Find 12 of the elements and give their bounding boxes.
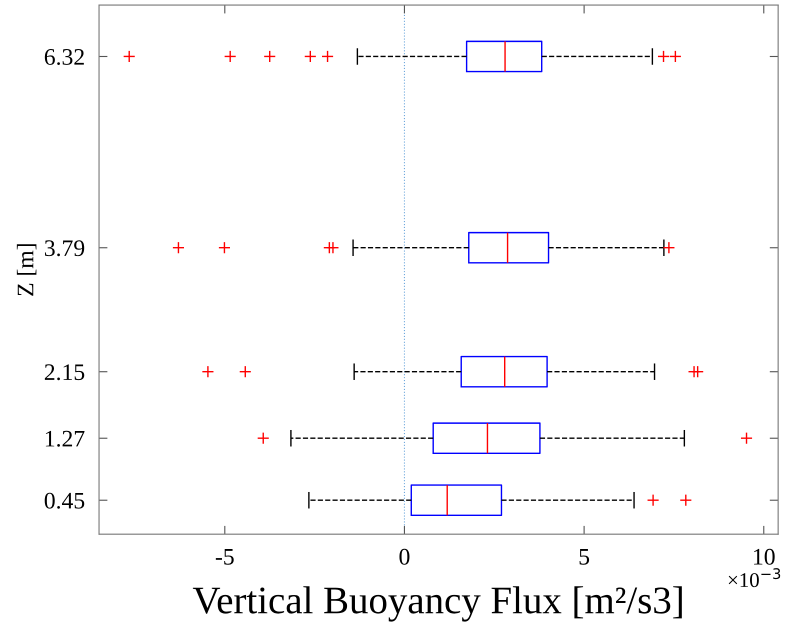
y-tick-label: 6.32 xyxy=(44,49,84,66)
y-tick-label: 3.79 xyxy=(44,240,84,256)
x-tick-label: 0 xyxy=(399,548,410,565)
y-tick-label: 2.15 xyxy=(44,364,84,380)
y-axis-title: Z [m] xyxy=(16,244,36,296)
text: ×10$^{−3}$ xyxy=(728,568,780,588)
x-tick-label: -5 xyxy=(216,549,234,565)
x-tick-label: 5 xyxy=(580,549,590,565)
y-tick-label: 1.27 xyxy=(46,430,84,447)
x-tick-label: 10 xyxy=(754,548,775,565)
y-tick-label: 0.45 xyxy=(44,492,84,509)
x-axis-title: Vertical Buoyancy Flux [m²/s3] xyxy=(192,586,682,622)
